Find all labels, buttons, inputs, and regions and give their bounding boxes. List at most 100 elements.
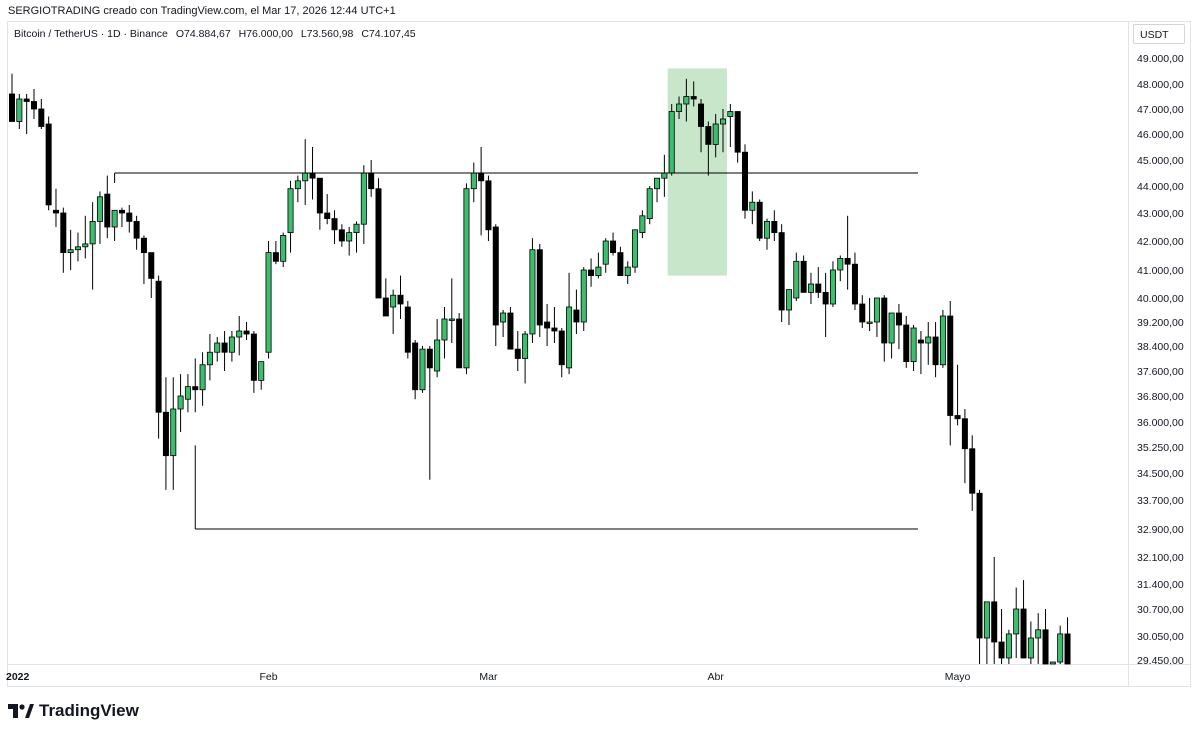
candle bbox=[89, 202, 96, 290]
candle bbox=[932, 322, 939, 378]
candle-body bbox=[133, 220, 140, 239]
candle bbox=[206, 334, 213, 381]
candle-body bbox=[441, 318, 448, 341]
candle bbox=[426, 346, 433, 480]
candle-body bbox=[294, 180, 301, 190]
footer-brand[interactable]: TradingView bbox=[8, 700, 139, 722]
candle-body bbox=[888, 312, 895, 344]
candle-body bbox=[859, 303, 866, 323]
price-tick-label: 29.450,00 bbox=[1137, 655, 1184, 667]
candle-body bbox=[954, 415, 961, 420]
candle bbox=[822, 272, 829, 337]
candle bbox=[375, 178, 382, 299]
price-tick-label: 32.100,00 bbox=[1137, 552, 1184, 564]
candle bbox=[390, 289, 397, 334]
candle-body bbox=[844, 257, 851, 265]
candle bbox=[155, 275, 162, 439]
candle-body bbox=[771, 220, 778, 233]
candle bbox=[536, 243, 543, 337]
candle bbox=[991, 557, 998, 664]
price-tick-label: 46.000,00 bbox=[1137, 129, 1184, 141]
candle-body bbox=[991, 601, 998, 643]
candle-body bbox=[353, 223, 360, 233]
candle bbox=[258, 361, 265, 390]
chart-frame[interactable] bbox=[7, 21, 1191, 687]
candle bbox=[588, 258, 595, 287]
candle-body bbox=[184, 386, 191, 400]
candle bbox=[38, 99, 45, 129]
candle bbox=[829, 261, 836, 307]
candle bbox=[939, 310, 946, 368]
candle-body bbox=[588, 269, 595, 276]
candle-body bbox=[712, 123, 719, 145]
candle-body bbox=[566, 306, 573, 369]
candle-body bbox=[895, 312, 902, 326]
candle bbox=[683, 78, 690, 122]
candle-body bbox=[478, 172, 485, 182]
candle bbox=[412, 340, 419, 400]
candle-body bbox=[742, 151, 749, 211]
candle bbox=[221, 331, 228, 371]
candle bbox=[96, 191, 103, 244]
candle bbox=[646, 186, 653, 225]
candle-body bbox=[390, 294, 397, 308]
candle-body bbox=[514, 348, 521, 359]
candle-body bbox=[45, 123, 52, 206]
candle-body bbox=[265, 252, 272, 353]
candle-body bbox=[646, 188, 653, 219]
highlight-zone-layer bbox=[667, 68, 728, 276]
time-axis[interactable]: 2022 Feb Mar Abr Mayo bbox=[6, 664, 1190, 684]
price-tick-label: 45.000,00 bbox=[1137, 155, 1184, 167]
candle bbox=[1042, 609, 1049, 665]
candle-body bbox=[705, 126, 712, 145]
candle-body bbox=[551, 327, 558, 332]
candle-body bbox=[214, 342, 221, 353]
candle bbox=[632, 229, 639, 273]
candle bbox=[441, 307, 448, 359]
price-axis[interactable]: 49.000,00 48.000,00 47.000,00 46.000,00 45.0… bbox=[1128, 22, 1184, 686]
price-tick-label: 32.900,00 bbox=[1137, 524, 1184, 536]
candle bbox=[529, 238, 536, 343]
candle-body bbox=[23, 98, 30, 102]
symbol-legend: Bitcoin / TetherUS · 1D · Binance O74.88… bbox=[14, 28, 421, 40]
candle-body bbox=[785, 289, 792, 311]
candle-body bbox=[961, 418, 968, 450]
candle-body bbox=[404, 306, 411, 353]
candle bbox=[756, 199, 763, 241]
candle-body bbox=[851, 263, 858, 305]
candle-body bbox=[1049, 661, 1056, 665]
candle bbox=[368, 160, 375, 197]
candle bbox=[969, 435, 976, 511]
currency-button[interactable]: USDT bbox=[1133, 24, 1185, 44]
candle bbox=[610, 232, 617, 256]
candle-body bbox=[492, 226, 499, 326]
candle-body bbox=[976, 492, 983, 639]
candle bbox=[544, 304, 551, 346]
candle bbox=[397, 275, 404, 319]
candle-body bbox=[749, 201, 756, 211]
candle-body bbox=[998, 641, 1005, 659]
candle-body bbox=[602, 240, 609, 265]
price-tick-label: 44.000,00 bbox=[1137, 181, 1184, 193]
candle-body bbox=[250, 333, 257, 381]
candle bbox=[199, 352, 206, 406]
candles-layer bbox=[8, 73, 1071, 665]
candle-body bbox=[632, 229, 639, 268]
candle bbox=[302, 139, 309, 205]
price-tick-label: 30.700,00 bbox=[1137, 604, 1184, 616]
candle bbox=[346, 227, 353, 256]
candle bbox=[778, 224, 785, 322]
candle bbox=[720, 109, 727, 153]
candle bbox=[272, 241, 279, 265]
candle-body bbox=[60, 212, 67, 253]
candle bbox=[1027, 621, 1034, 664]
candle-body bbox=[573, 309, 580, 323]
candle bbox=[888, 312, 895, 359]
candle bbox=[617, 246, 624, 277]
open-value: O74.884,67 bbox=[175, 28, 231, 40]
candle bbox=[793, 252, 800, 301]
chart-caption: SERGIOTRADING creado con TradingView.com… bbox=[8, 5, 396, 17]
candle bbox=[903, 316, 910, 368]
candle-body bbox=[74, 246, 81, 251]
